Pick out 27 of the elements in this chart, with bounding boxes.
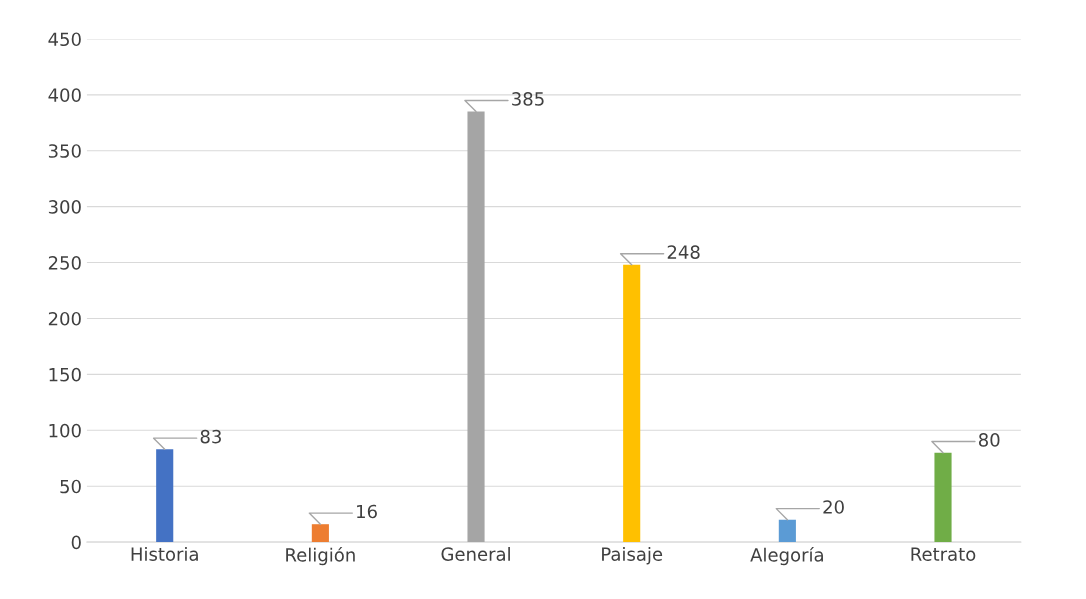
bar: [934, 452, 952, 543]
x-tick-label: Paisaje: [602, 546, 663, 565]
data-label: 385: [512, 92, 544, 106]
bar: [156, 449, 174, 543]
y-tick-label: 100: [49, 423, 81, 438]
data-label: 20: [823, 500, 844, 514]
data-label: 80: [978, 433, 1000, 447]
x-tick-label: Alegoría: [750, 546, 823, 566]
y-tick-label: 250: [48, 256, 81, 270]
x-tick-label: General: [441, 546, 510, 561]
x-tick-label: Historia: [131, 546, 198, 561]
data-label: 83: [200, 429, 221, 444]
y-tick-label: 400: [48, 88, 81, 102]
x-tick-label: Retrato: [911, 547, 976, 561]
y-tick-label: 350: [48, 144, 81, 158]
bar: [311, 524, 329, 543]
bar: [623, 264, 641, 543]
data-label: 16: [357, 504, 377, 519]
y-tick-label: 200: [48, 311, 81, 326]
y-tick-label: 50: [60, 479, 81, 494]
data-label: 248: [667, 245, 700, 259]
y-tick-label: 0: [71, 535, 81, 550]
y-tick-label: 150: [49, 367, 81, 382]
bar: [778, 519, 796, 543]
x-tick-label: Religión: [286, 546, 355, 566]
y-tick-label: 450: [48, 32, 81, 47]
y-tick-label: 300: [48, 200, 81, 214]
